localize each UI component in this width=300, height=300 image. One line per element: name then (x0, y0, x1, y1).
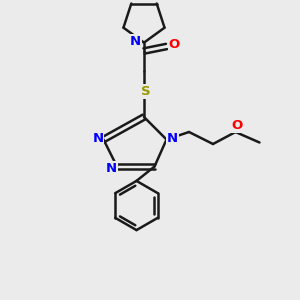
Text: N: N (130, 34, 141, 48)
Text: S: S (141, 85, 150, 98)
Text: N: N (167, 131, 178, 145)
Text: N: N (92, 131, 104, 145)
Text: O: O (168, 38, 180, 52)
Text: N: N (106, 161, 117, 175)
Text: O: O (231, 119, 243, 132)
